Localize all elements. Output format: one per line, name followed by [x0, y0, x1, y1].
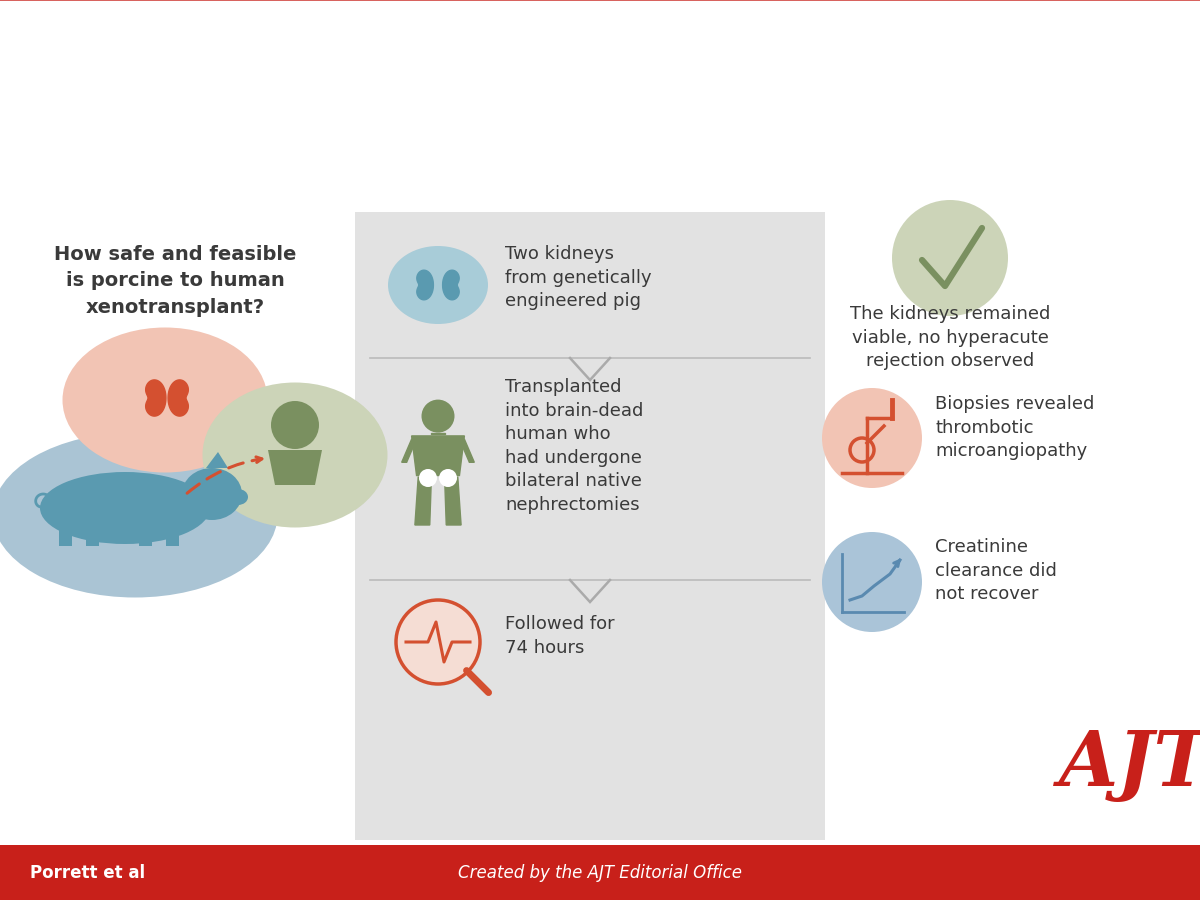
Text: Biopsies revealed
thrombotic
microangiopathy: Biopsies revealed thrombotic microangiop…: [935, 395, 1094, 460]
Ellipse shape: [0, 433, 277, 598]
Polygon shape: [432, 433, 444, 435]
Polygon shape: [145, 380, 166, 416]
Text: First clinical-grade porcine kidney xenotransplant: First clinical-grade porcine kidney xeno…: [110, 53, 1090, 87]
Circle shape: [439, 469, 457, 487]
Bar: [355, 212, 826, 840]
Circle shape: [419, 469, 437, 487]
Ellipse shape: [182, 468, 242, 520]
Circle shape: [396, 600, 480, 684]
Polygon shape: [206, 452, 228, 468]
Circle shape: [892, 200, 1008, 316]
Text: The kidneys remained
viable, no hyperacute
rejection observed: The kidneys remained viable, no hyperacu…: [850, 305, 1050, 370]
Polygon shape: [402, 439, 416, 463]
Text: Two kidneys
from genetically
engineered pig: Two kidneys from genetically engineered …: [505, 245, 652, 310]
Polygon shape: [412, 436, 464, 475]
Ellipse shape: [228, 489, 248, 505]
Text: Followed for
74 hours: Followed for 74 hours: [505, 615, 614, 657]
Polygon shape: [268, 450, 322, 485]
Bar: [0, 845, 1200, 900]
Circle shape: [421, 400, 455, 433]
Circle shape: [271, 401, 319, 449]
Ellipse shape: [62, 328, 268, 472]
Polygon shape: [0, 0, 1200, 210]
Bar: [166, 508, 179, 546]
Text: AJT: AJT: [1058, 728, 1200, 802]
Polygon shape: [460, 439, 474, 463]
Text: using a human decedent model: using a human decedent model: [293, 128, 907, 162]
Ellipse shape: [388, 246, 488, 324]
Bar: [85, 508, 98, 546]
Circle shape: [822, 532, 922, 632]
Polygon shape: [443, 270, 460, 300]
Text: How safe and feasible
is porcine to human
xenotransplant?: How safe and feasible is porcine to huma…: [54, 245, 296, 317]
Text: Creatinine
clearance did
not recover: Creatinine clearance did not recover: [935, 538, 1057, 603]
Bar: [138, 508, 151, 546]
Text: Porrett et al: Porrett et al: [30, 863, 145, 881]
Text: Transplanted
into brain-dead
human who
had undergone
bilateral native
nephrectom: Transplanted into brain-dead human who h…: [505, 378, 643, 514]
Bar: [0, 0, 1200, 210]
Ellipse shape: [203, 382, 388, 527]
Polygon shape: [168, 380, 188, 416]
Bar: [59, 508, 72, 546]
Ellipse shape: [40, 472, 210, 544]
Polygon shape: [416, 270, 433, 300]
Polygon shape: [415, 477, 432, 525]
Circle shape: [822, 388, 922, 488]
Polygon shape: [444, 477, 461, 525]
Text: Created by the AJT Editorial Office: Created by the AJT Editorial Office: [458, 863, 742, 881]
